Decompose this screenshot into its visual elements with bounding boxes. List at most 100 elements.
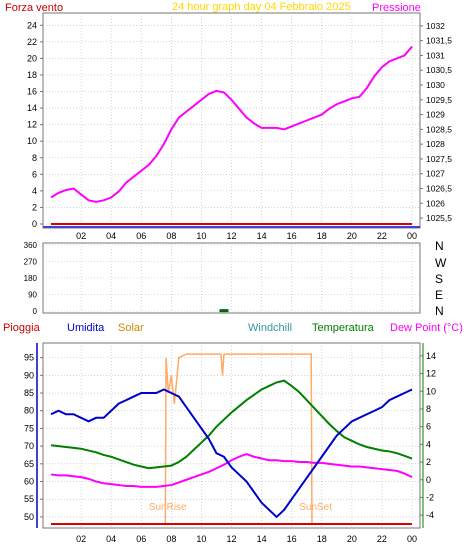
weather-x-tick-label: 04 xyxy=(106,534,116,544)
weather-left-tick-label: 75 xyxy=(24,423,34,433)
weather-left-tick-label: 85 xyxy=(24,388,34,398)
weather-right-tick-label: 12 xyxy=(426,369,436,379)
rain-label: Pioggia xyxy=(3,322,41,334)
top-left-tick-label: 0 xyxy=(32,219,37,229)
humidity-label: Umidita xyxy=(67,322,105,334)
weather-x-tick-label: 22 xyxy=(377,534,387,544)
top-plot-area xyxy=(42,12,421,229)
weather-left-tick-label: 55 xyxy=(24,494,34,504)
top-right-tick-label: 1031 xyxy=(426,50,445,60)
direction-tick-label: 270 xyxy=(24,258,38,267)
weather-left-axis-ticks: 50 55 60 65 70 75 80 85 90 95 xyxy=(24,343,43,528)
direction-label-n-top: N xyxy=(435,239,444,253)
top-left-tick-label: 6 xyxy=(32,169,37,179)
dewpoint-line xyxy=(50,453,413,488)
weather-right-tick-label: 8 xyxy=(426,404,431,414)
top-series xyxy=(43,45,420,228)
top-right-tick-label: 1029,5 xyxy=(426,95,452,105)
solar-line xyxy=(51,353,412,525)
weather-right-tick-label: -2 xyxy=(426,492,434,502)
top-left-tick-label: 4 xyxy=(32,186,37,196)
top-right-tick-label: 1025,5 xyxy=(426,213,452,223)
weather-right-tick-label: 14 xyxy=(426,351,436,361)
weather-x-axis-ticks: 02 04 06 08 10 12 14 16 18 20 22 00 xyxy=(76,534,417,544)
weather-x-tick-label: 20 xyxy=(347,534,357,544)
top-x-tick-label: 08 xyxy=(166,231,176,241)
top-x-tick-label: 02 xyxy=(76,231,86,241)
top-right-tick-label: 1031,5 xyxy=(426,36,452,46)
top-right-tick-label: 1026,5 xyxy=(426,184,452,194)
weather-x-tick-label: 08 xyxy=(166,534,176,544)
top-right-tick-label: 1027 xyxy=(426,169,445,179)
top-left-tick-label: 14 xyxy=(27,103,37,113)
weather-x-tick-label: 02 xyxy=(76,534,86,544)
weather-right-axis-ticks: 14 12 10 8 6 4 2 0 -2 -4 xyxy=(420,343,436,528)
weather-x-tick-label: 06 xyxy=(136,534,146,544)
direction-panel: 360 270 180 90 0 N W S E N xyxy=(24,239,447,318)
weather-series xyxy=(50,353,413,525)
top-x-tick-label: 10 xyxy=(196,231,206,241)
top-x-tick-label: 04 xyxy=(106,231,116,241)
direction-axis-ticks: 360 270 180 90 0 xyxy=(24,241,38,316)
top-right-tick-label: 1028 xyxy=(426,139,445,149)
weather-grid xyxy=(43,343,420,528)
chart-title: 24 hour graph day 04 Febbraio 2025 xyxy=(172,1,351,13)
weather-right-tick-label: -4 xyxy=(426,510,434,520)
direction-points xyxy=(219,309,229,313)
weather-x-tick-label: 14 xyxy=(257,534,267,544)
weather-right-tick-label: 2 xyxy=(426,457,431,467)
direction-tick-label: 90 xyxy=(28,291,37,300)
direction-label-w: W xyxy=(435,256,447,270)
weather-x-tick-label: 12 xyxy=(226,534,236,544)
weather-left-tick-label: 50 xyxy=(24,512,34,522)
top-x-tick-label: 12 xyxy=(226,231,236,241)
top-right-tick-label: 1030 xyxy=(426,80,445,90)
pressure-label: Pressione xyxy=(372,2,421,14)
weather-left-tick-label: 80 xyxy=(24,406,34,416)
weather-left-tick-label: 70 xyxy=(24,441,34,451)
wind-strength-label: Forza vento xyxy=(5,2,63,14)
humidity-line xyxy=(50,388,413,519)
top-left-tick-label: 8 xyxy=(32,153,37,163)
pressure-line xyxy=(50,45,413,203)
top-x-axis-ticks: 02 04 06 08 10 12 14 16 18 20 22 00 xyxy=(76,231,417,241)
weather-right-tick-label: 4 xyxy=(426,439,431,449)
top-left-tick-label: 16 xyxy=(27,87,37,97)
top-left-tick-label: 24 xyxy=(27,20,37,30)
top-x-tick-label: 06 xyxy=(136,231,146,241)
top-left-tick-label: 18 xyxy=(27,70,37,80)
top-right-tick-label: 1032 xyxy=(426,21,445,31)
top-x-tick-label: 16 xyxy=(287,231,297,241)
direction-label-n-bottom: N xyxy=(435,304,444,318)
weather-left-tick-label: 65 xyxy=(24,459,34,469)
direction-plot-area xyxy=(42,242,421,314)
top-left-tick-label: 10 xyxy=(27,136,37,146)
weather-x-tick-label: 16 xyxy=(287,534,297,544)
weather-x-tick-label: 10 xyxy=(196,534,206,544)
windchill-label: Windchill xyxy=(248,322,292,334)
direction-point xyxy=(222,309,226,313)
weather-right-tick-label: 10 xyxy=(426,386,436,396)
top-left-tick-label: 22 xyxy=(27,37,37,47)
top-x-tick-label: 20 xyxy=(347,231,357,241)
direction-label-s: S xyxy=(435,272,443,286)
weather-x-tick-label: 18 xyxy=(317,534,327,544)
weather-left-tick-label: 95 xyxy=(24,353,34,363)
top-right-axis-ticks: 1025,5 1026 1026,5 1027 1027,5 1028 1028,5 1029… xyxy=(420,21,452,223)
top-right-tick-label: 1028,5 xyxy=(426,124,452,134)
top-x-tick-label: 00 xyxy=(407,231,417,241)
temperature-label: Temperatura xyxy=(312,322,375,334)
weather-left-tick-label: 60 xyxy=(24,477,34,487)
top-right-tick-label: 1029 xyxy=(426,110,445,120)
weather-right-tick-label: 0 xyxy=(426,475,431,485)
sunset-label: SunSet xyxy=(299,502,332,513)
dewpoint-label: Dew Point (°C) xyxy=(390,322,463,334)
weather-left-tick-label: 90 xyxy=(24,370,34,380)
weather-right-tick-label: 6 xyxy=(426,422,431,432)
direction-tick-label: 360 xyxy=(24,241,38,250)
temperature-line xyxy=(50,379,413,470)
